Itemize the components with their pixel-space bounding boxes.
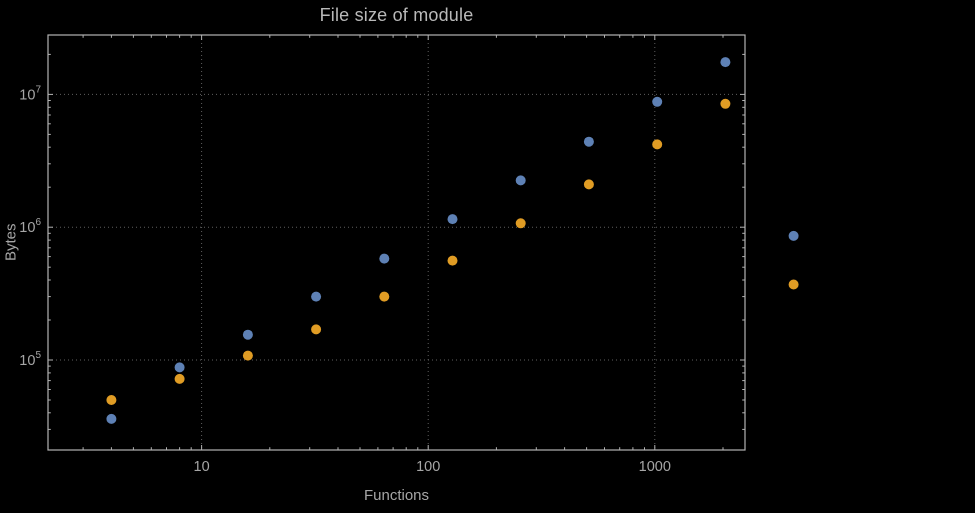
data-point-series-2: [379, 291, 390, 302]
y-axis-label: Bytes: [2, 223, 20, 262]
y-tick-label: 106: [19, 217, 41, 236]
data-point-series-2: [106, 395, 117, 405]
data-point-series-1: [106, 413, 117, 424]
data-point-series-1: [515, 175, 526, 186]
x-axis-label: Functions: [363, 487, 430, 504]
data-point-series-1: [311, 291, 322, 302]
data-point-series-1: [447, 214, 458, 225]
data-point-series-1: [720, 57, 731, 68]
data-point-series-2: [720, 98, 731, 109]
x-tick-label: 100: [416, 459, 440, 475]
data-point-series-1: [242, 329, 253, 340]
data-point-series-2: [788, 279, 799, 290]
x-tick-label: 10: [194, 459, 210, 475]
data-point-series-2: [652, 139, 663, 150]
data-point-series-1: [174, 362, 185, 373]
y-tick-label: 107: [19, 84, 41, 103]
data-point-series-2: [174, 373, 185, 384]
data-point-series-2: [447, 255, 458, 266]
data-point-series-2: [583, 179, 594, 190]
y-tick-label: 105: [19, 350, 41, 369]
data-point-series-1: [652, 96, 663, 107]
data-point-series-2: [515, 218, 526, 229]
data-point-series-2: [242, 350, 253, 361]
plot-frame: [47, 34, 746, 451]
data-point-series-2: [311, 324, 322, 335]
data-point-series-1: [788, 230, 799, 241]
data-point-series-1: [583, 136, 594, 147]
x-tick-label: 1000: [639, 459, 671, 475]
data-point-series-1: [379, 253, 390, 264]
chart-title: File size of module: [319, 5, 474, 25]
